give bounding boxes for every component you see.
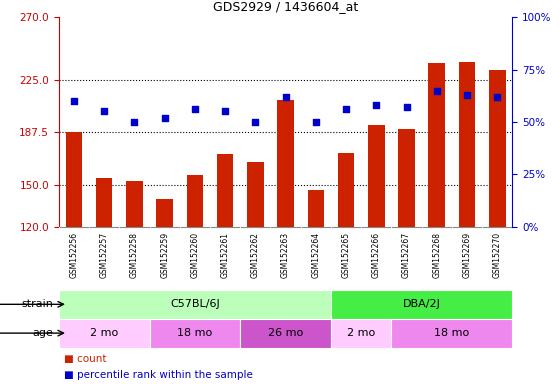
Text: GSM152261: GSM152261 (221, 232, 230, 278)
Point (69, 98, 78, 104)
Bar (66, 132, 82, 227)
Point (221, 108, 230, 114)
Text: 26 mo: 26 mo (268, 328, 303, 338)
Point (402, 104, 411, 110)
Point (432, 88, 441, 94)
Point (160, 115, 169, 121)
Text: ■ percentile rank within the sample: ■ percentile rank within the sample (64, 370, 253, 380)
Bar (368, 125, 385, 227)
Point (342, 106, 351, 113)
Bar (459, 62, 475, 227)
Bar (126, 180, 143, 227)
Point (281, 94, 290, 100)
Point (130, 119, 139, 125)
Text: 2 mo: 2 mo (90, 328, 118, 338)
Text: GSM152256: GSM152256 (69, 232, 78, 278)
Text: GSM152263: GSM152263 (281, 232, 290, 278)
Bar (247, 162, 264, 227)
Point (100, 108, 109, 114)
Bar (489, 70, 506, 227)
Point (251, 119, 260, 125)
Point (311, 119, 320, 125)
Bar (331, 319, 391, 348)
Point (372, 102, 381, 108)
Bar (277, 99, 294, 227)
Text: GSM152258: GSM152258 (130, 232, 139, 278)
Text: GSM152265: GSM152265 (342, 232, 351, 278)
Bar (240, 319, 331, 348)
Bar (391, 319, 512, 348)
Text: 18 mo: 18 mo (178, 328, 212, 338)
Bar (338, 152, 354, 227)
Text: age: age (32, 328, 53, 338)
Text: C57BL/6J: C57BL/6J (170, 299, 220, 310)
Bar (150, 319, 240, 348)
Bar (186, 175, 203, 227)
Bar (307, 190, 324, 227)
Bar (331, 290, 512, 319)
Text: GSM152264: GSM152264 (311, 232, 320, 278)
Text: GSM152268: GSM152268 (432, 232, 441, 278)
Point (493, 94, 502, 100)
Text: GSM152267: GSM152267 (402, 232, 411, 278)
Text: GSM152269: GSM152269 (463, 232, 472, 278)
Text: GDS2929 / 1436604_at: GDS2929 / 1436604_at (213, 0, 358, 13)
Text: GSM152270: GSM152270 (493, 232, 502, 278)
Bar (59, 319, 150, 348)
Text: GSM152257: GSM152257 (100, 232, 109, 278)
Text: strain: strain (21, 299, 53, 310)
Text: ■ count: ■ count (64, 354, 107, 364)
Bar (398, 129, 415, 227)
Bar (59, 290, 331, 319)
Point (190, 106, 199, 113)
Text: GSM152262: GSM152262 (251, 232, 260, 278)
Point (463, 92, 472, 98)
Bar (428, 63, 445, 227)
Text: DBA/2J: DBA/2J (403, 299, 441, 310)
Text: 2 mo: 2 mo (347, 328, 375, 338)
Bar (217, 154, 234, 227)
Text: GSM152259: GSM152259 (160, 232, 169, 278)
Text: GSM152260: GSM152260 (190, 232, 199, 278)
Bar (156, 199, 173, 227)
Bar (96, 178, 113, 227)
Text: 18 mo: 18 mo (435, 328, 469, 338)
Text: GSM152266: GSM152266 (372, 232, 381, 278)
